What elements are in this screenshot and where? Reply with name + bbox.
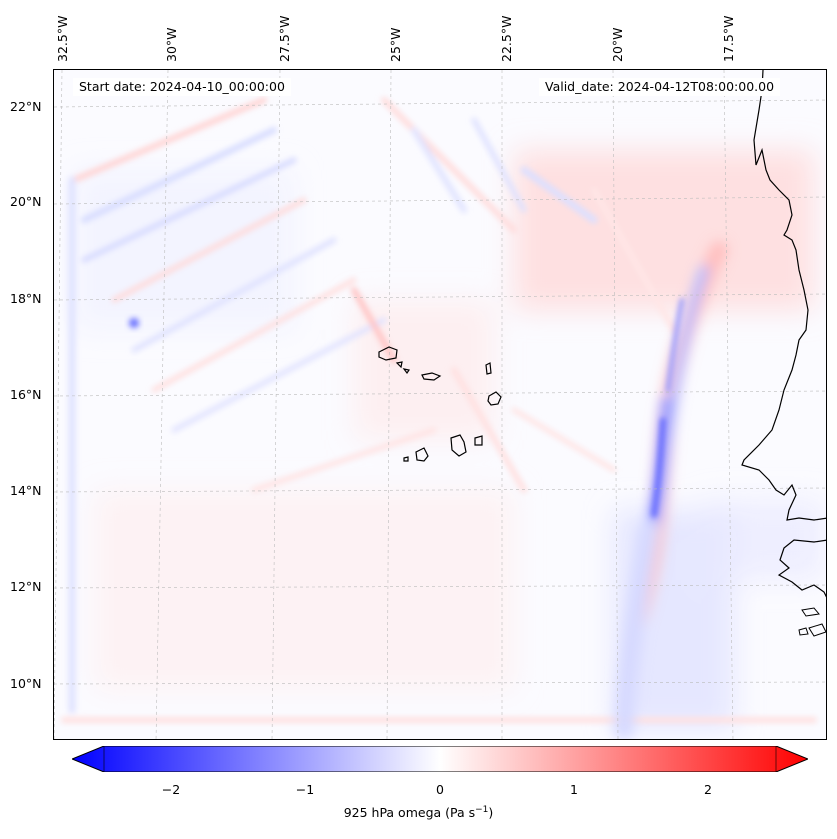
coastal-omega-core: [651, 298, 684, 518]
lon-label-22-5w: 22.5°W: [499, 15, 514, 62]
lat-label-14n: 14°N: [10, 483, 42, 498]
start-date-label: Start date: 2024-04-10_00:00:00: [73, 78, 291, 96]
omega-streaks: [61, 97, 817, 723]
colorbar-tick-0: 0: [436, 782, 444, 797]
graticule: [54, 70, 826, 739]
lon-label-25w: 25°W: [388, 27, 403, 62]
blue-spot: [129, 318, 139, 328]
lon-label-20w: 20°W: [610, 27, 625, 62]
map-panel: [53, 69, 827, 740]
lon-label-32-5w: 32.5°W: [55, 15, 70, 62]
colorbar: [72, 746, 808, 772]
cape-verde-islands: [378, 346, 502, 462]
colorbar-tick-minus-1: −1: [295, 782, 315, 797]
lon-label-30w: 30°W: [164, 27, 179, 62]
colorbar-tick-minus-2: −2: [161, 782, 181, 797]
colorbar-tick-1: 1: [570, 782, 578, 797]
lon-label-17-5w: 17.5°W: [721, 15, 736, 62]
lat-label-20n: 20°N: [10, 194, 42, 209]
omega-field-map: [54, 70, 826, 739]
africa-coastline-south: [777, 539, 826, 598]
colorbar-title: 925 hPa omega (Pa s−1): [343, 805, 494, 821]
lat-label-10n: 10°N: [10, 676, 42, 691]
lat-label-16n: 16°N: [10, 387, 42, 402]
background-omega-field: [74, 150, 824, 730]
colorbar-tick-2: 2: [704, 782, 712, 797]
colorbar-title-exponent: −1: [475, 805, 489, 815]
valid-date-label: Valid_date: 2024-04-12T08:00:00.00: [539, 78, 781, 96]
bijagos-islands: [798, 607, 826, 637]
lat-label-18n: 18°N: [10, 291, 42, 306]
lon-label-27-5w: 27.5°W: [277, 15, 292, 62]
lat-label-22n: 22°N: [10, 99, 42, 114]
lat-label-12n: 12°N: [10, 579, 42, 594]
africa-coastline: [741, 70, 826, 521]
